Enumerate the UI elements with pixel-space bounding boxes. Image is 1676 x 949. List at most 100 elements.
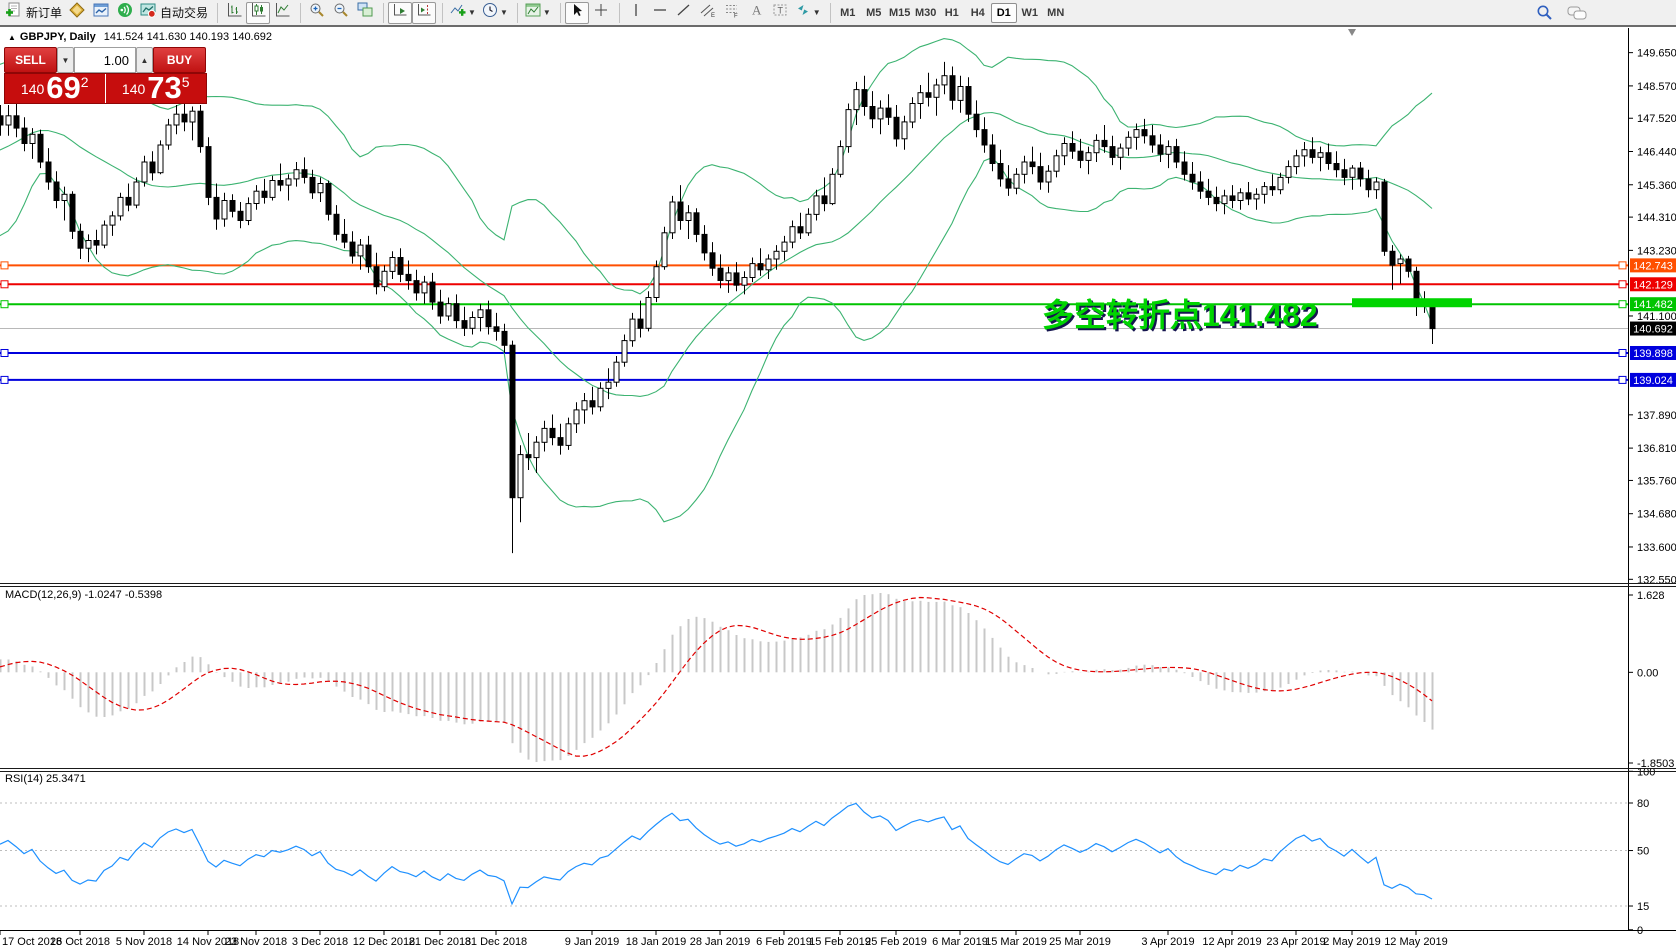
chat-button[interactable] bbox=[1564, 2, 1590, 24]
tile-windows-button[interactable] bbox=[353, 2, 377, 24]
bollinger-middle-band bbox=[0, 111, 1433, 397]
chart-shift-marker[interactable] bbox=[1348, 29, 1356, 36]
chevron-down-icon: ▼ bbox=[499, 8, 508, 17]
svg-text:141.482: 141.482 bbox=[1633, 299, 1673, 311]
cursor-tool-button[interactable] bbox=[564, 1, 589, 24]
horizontal-line-tool-button[interactable] bbox=[648, 2, 672, 24]
date-axis-label: 12 May 2019 bbox=[1384, 936, 1448, 948]
periods-button[interactable]: ▼ bbox=[479, 2, 511, 24]
templates-button[interactable]: ▼ bbox=[522, 2, 554, 24]
line-handle[interactable] bbox=[1618, 348, 1627, 357]
rsi-axis-tick: 80 bbox=[1637, 798, 1649, 810]
horizontal-line-object[interactable] bbox=[0, 348, 1628, 357]
timeframe-button-H1[interactable]: H1 bbox=[944, 6, 959, 19]
arrows-tool-button[interactable]: ▼ bbox=[792, 2, 824, 24]
line-handle[interactable] bbox=[0, 280, 9, 289]
tile-windows-icon bbox=[357, 2, 373, 23]
date-axis-label: 21 Dec 2018 bbox=[409, 936, 471, 948]
line-chart-icon bbox=[274, 2, 290, 23]
text-tool-button[interactable]: A bbox=[744, 2, 768, 24]
signals-button[interactable] bbox=[113, 2, 137, 24]
channel-tool-button[interactable]: E bbox=[696, 2, 720, 24]
timeframe-button-M15[interactable]: M15 bbox=[889, 6, 911, 19]
horizontal-line-object[interactable] bbox=[0, 375, 1628, 384]
volume-increase-button[interactable]: ▲ bbox=[136, 47, 153, 73]
line-handle[interactable] bbox=[1618, 300, 1627, 309]
candlesticks bbox=[0, 61, 1436, 554]
volume-decrease-button[interactable]: ▼ bbox=[57, 47, 74, 73]
date-axis-label: 17 Oct 2018 bbox=[2, 936, 62, 948]
volume-input[interactable] bbox=[74, 47, 136, 73]
zoom-in-button[interactable] bbox=[305, 2, 329, 24]
timeframe-button-H4[interactable]: H4 bbox=[970, 6, 985, 19]
svg-text:142.129: 142.129 bbox=[1633, 279, 1673, 291]
fibonacci-tool-button[interactable]: F bbox=[720, 2, 744, 24]
date-axis-label: 25 Mar 2019 bbox=[1049, 936, 1111, 948]
horizontal-line-icon bbox=[652, 2, 668, 23]
search-button[interactable] bbox=[1532, 2, 1556, 24]
main-price-pane bbox=[0, 38, 1628, 554]
candlestick-chart-button[interactable] bbox=[246, 1, 271, 24]
line-chart-button[interactable] bbox=[270, 2, 294, 24]
chart-shift-icon bbox=[416, 2, 432, 23]
price-axis-tick: 133.600 bbox=[1637, 542, 1676, 554]
label-tool-button[interactable]: T bbox=[768, 2, 792, 24]
metaeditor-button[interactable] bbox=[65, 2, 89, 24]
pivot-highlight-bar[interactable] bbox=[1352, 298, 1472, 308]
timeframe-toolbar: M1 M5 M15 M30 H1 H4 D1 W1 MN bbox=[835, 2, 1069, 23]
add-indicator-icon bbox=[450, 2, 466, 23]
bar-chart-button[interactable] bbox=[222, 2, 246, 24]
main-toolbar: 新订单 自动交易 ▼ ▼ ▼ E F A T ▼ M1 M5 M15 M30 H1 H4 D… bbox=[0, 0, 1676, 27]
zoom-out-button[interactable] bbox=[329, 2, 353, 24]
autotrading-button[interactable]: 自动交易 bbox=[137, 2, 211, 24]
market-watch-button[interactable] bbox=[89, 2, 113, 24]
line-handle[interactable] bbox=[0, 348, 9, 357]
sell-button[interactable]: SELL bbox=[4, 47, 57, 73]
chevron-down-icon: ▼ bbox=[812, 8, 821, 17]
line-handle[interactable] bbox=[1618, 261, 1627, 270]
bollinger-upper-band bbox=[0, 38, 1433, 295]
svg-text:140.692: 140.692 bbox=[1633, 324, 1673, 336]
add-indicator-button[interactable]: ▼ bbox=[447, 2, 479, 24]
ask-price-panel[interactable]: 140 73 5 bbox=[106, 70, 207, 105]
svg-text:139.024: 139.024 bbox=[1633, 375, 1673, 387]
line-handle[interactable] bbox=[0, 261, 9, 270]
cursor-icon bbox=[569, 2, 585, 23]
buy-button[interactable]: BUY bbox=[153, 47, 206, 73]
price-axis[interactable]: 149.650 148.570 147.520 146.440 145.360 144.3… bbox=[1628, 28, 1676, 937]
toolbar-separator bbox=[442, 2, 444, 23]
new-order-button[interactable]: 新订单 bbox=[2, 2, 65, 24]
horizontal-line-object[interactable] bbox=[0, 280, 1628, 289]
vertical-line-tool-button[interactable] bbox=[624, 2, 648, 24]
ask-price-big: 73 bbox=[147, 70, 182, 105]
auto-scroll-button[interactable] bbox=[388, 1, 413, 24]
timeframe-button-M30[interactable]: M30 bbox=[915, 6, 937, 19]
toolbar-separator bbox=[559, 2, 561, 23]
pivot-annotation-text: 多空转折点141.482 bbox=[1042, 297, 1318, 333]
channel-icon: E bbox=[700, 2, 716, 23]
line-handle[interactable] bbox=[0, 300, 9, 309]
date-axis-label: 18 Jan 2019 bbox=[626, 936, 687, 948]
price-axis-tick: 141.100 bbox=[1637, 311, 1676, 323]
timeframe-button-M1[interactable]: M1 bbox=[840, 6, 856, 19]
trendline-tool-button[interactable] bbox=[672, 2, 696, 24]
rsi-axis-tick: 15 bbox=[1637, 901, 1649, 913]
bid-price-panel[interactable]: 140 69 2 bbox=[5, 70, 106, 105]
line-handle[interactable] bbox=[1618, 280, 1627, 289]
price-badge: 139.898 bbox=[1630, 345, 1676, 360]
line-handle[interactable] bbox=[1618, 375, 1627, 384]
macd-axis-tick: 0.00 bbox=[1637, 667, 1658, 679]
svg-text:E: E bbox=[711, 13, 715, 18]
chart-shift-button[interactable] bbox=[412, 1, 437, 24]
timeframe-button-M5[interactable]: M5 bbox=[866, 6, 882, 19]
bid-price-big: 69 bbox=[46, 70, 81, 105]
crosshair-tool-button[interactable] bbox=[589, 2, 613, 24]
timeframe-button-W1[interactable]: W1 bbox=[1021, 6, 1038, 19]
horizontal-line-object[interactable] bbox=[0, 261, 1628, 270]
timeframe-button-MN[interactable]: MN bbox=[1047, 6, 1065, 19]
timeframe-button-D1[interactable]: D1 bbox=[990, 2, 1017, 23]
line-handle[interactable] bbox=[0, 375, 9, 384]
date-axis-label: 23 Apr 2019 bbox=[1266, 936, 1325, 948]
